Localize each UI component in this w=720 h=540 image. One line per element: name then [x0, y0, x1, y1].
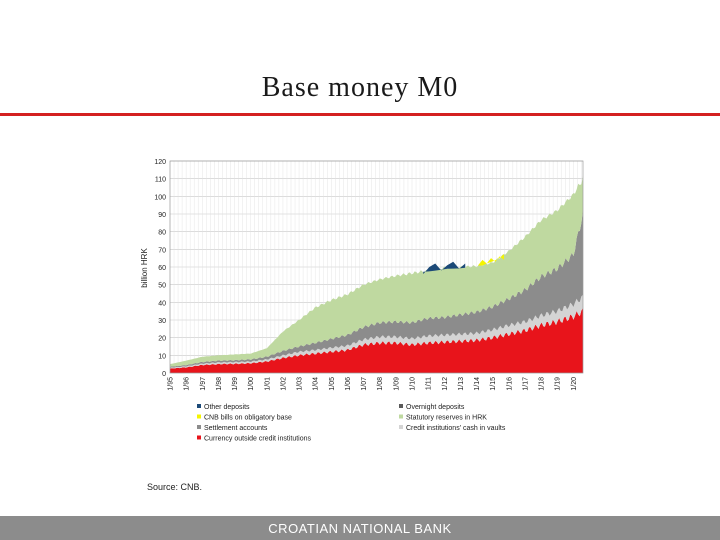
source-note: Source: CNB. — [147, 482, 203, 492]
y-tick-label: 30 — [158, 318, 166, 325]
legend-item: Settlement accounts — [197, 425, 268, 432]
area-series-statutory-reserves-in-hrk — [170, 176, 583, 367]
y-tick-label: 90 — [158, 212, 166, 219]
y-tick-label: 100 — [154, 194, 166, 201]
legend-swatch — [399, 425, 403, 429]
legend-item: Currency outside credit institutions — [197, 435, 311, 443]
legend-label: Statutory reserves in HRK — [406, 415, 487, 422]
x-tick-label: 1/04 — [313, 377, 320, 391]
footer-bar — [0, 516, 720, 540]
legend: Other deposits CNB bills on obligatory ba… — [197, 404, 506, 443]
area-series-settlement-accounts — [170, 209, 583, 368]
x-tick-label: 1/07 — [361, 377, 368, 391]
legend-label: Settlement accounts — [204, 425, 268, 432]
x-tick-label: 1/12 — [442, 377, 449, 391]
y-axis-label: billion HRK — [140, 248, 149, 288]
y-tick-label: 60 — [158, 265, 166, 272]
axes: 0 10 20 30 40 50 60 70 80 90 100 110 120 1/95 1/96 1/97… — [154, 159, 584, 391]
legend-swatch — [197, 404, 201, 408]
x-tick-label: 1/10 — [409, 377, 416, 391]
x-tick-label: 1/13 — [458, 377, 465, 391]
y-tick-label: 0 — [162, 371, 166, 378]
x-tick-label: 1/03 — [297, 377, 304, 391]
slide-title: Base money M0 — [261, 72, 459, 103]
x-tick-label: 1/15 — [490, 377, 497, 391]
x-tick-label: 1/97 — [200, 377, 207, 391]
x-tick-label: 1/08 — [377, 377, 384, 391]
legend-label: Other deposits — [204, 404, 250, 411]
legend-swatch — [197, 414, 201, 419]
x-tick-label: 1/09 — [393, 377, 400, 391]
overlay-cnb-bills-on-obligatory-base — [478, 254, 504, 266]
title-divider — [0, 113, 720, 116]
legend-item: CNB bills on obligatory base — [197, 414, 292, 422]
legend-swatch — [399, 414, 403, 419]
legend-swatch — [399, 404, 403, 408]
y-tick-label: 40 — [158, 300, 166, 307]
base-money-chart: 0 10 20 30 40 50 60 70 80 90 100 110 120 1/95 1/96 1/97… — [140, 159, 584, 443]
legend-label: Overnight deposits — [406, 404, 465, 411]
x-tick-label: 1/14 — [474, 377, 481, 391]
legend-label: Credit institutions' cash in vaults — [406, 425, 506, 432]
y-tick-label: 70 — [158, 247, 166, 254]
legend-label: CNB bills on obligatory base — [204, 415, 292, 422]
y-tick-label: 10 — [158, 353, 166, 360]
area-series-credit-institutions-cash-in-vaults — [170, 294, 583, 369]
x-tick-label: 1/05 — [329, 377, 336, 391]
legend-item: Overnight deposits — [399, 404, 465, 411]
y-tick-label: 110 — [155, 177, 166, 184]
footer-label: CROATIAN NATIONAL BANK — [268, 521, 452, 536]
stacked-areas — [170, 176, 583, 373]
x-tick-label: 1/98 — [216, 377, 223, 391]
y-tick-label: 20 — [158, 336, 166, 343]
x-tick-label: 1/11 — [426, 377, 433, 390]
legend-swatch — [197, 435, 201, 440]
x-tick-label: 1/20 — [571, 377, 578, 391]
legend-item: Other deposits — [197, 404, 250, 411]
x-tick-label: 1/17 — [522, 377, 529, 391]
legend-label: Currency outside credit institutions — [204, 436, 311, 443]
x-tick-label: 1/06 — [345, 377, 352, 391]
y-tick-label: 120 — [154, 159, 166, 166]
plot-frame — [169, 160, 584, 374]
x-tick-label: 1/01 — [264, 377, 271, 391]
y-tick-label: 50 — [158, 283, 166, 290]
legend-item: Credit institutions' cash in vaults — [399, 425, 506, 432]
x-tick-label: 1/16 — [506, 377, 513, 391]
x-tick-label: 1/96 — [184, 377, 191, 391]
legend-swatch — [197, 425, 201, 429]
x-tick-label: 1/95 — [168, 377, 175, 391]
x-tick-label: 1/99 — [232, 377, 239, 391]
x-tick-label: 1/02 — [280, 377, 287, 391]
overlay-other-deposits — [423, 261, 466, 275]
area-series-currency-outside-credit-institutions — [170, 308, 583, 373]
y-tick-label: 80 — [158, 230, 166, 237]
x-tick-label: 1/19 — [555, 377, 562, 391]
x-tick-label: 1/18 — [539, 377, 546, 391]
x-tick-label: 1/00 — [248, 377, 255, 391]
legend-item: Statutory reserves in HRK — [399, 414, 487, 422]
